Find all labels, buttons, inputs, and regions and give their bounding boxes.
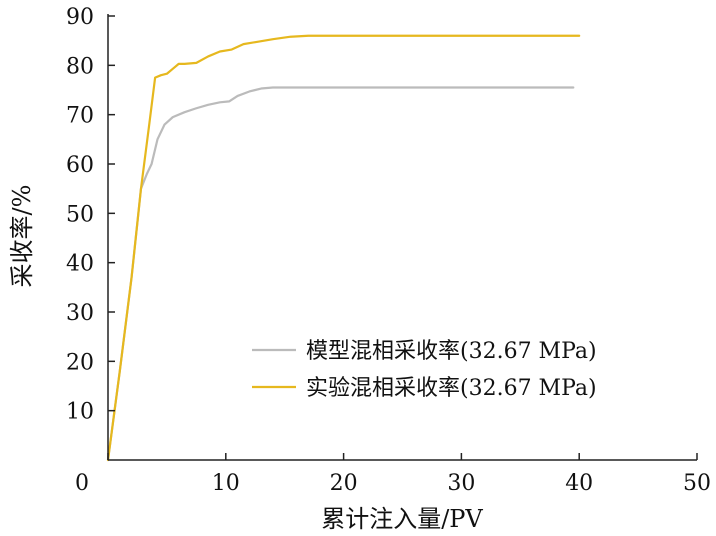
series-line-1 <box>106 86 575 462</box>
y-tick-label: 50 <box>66 202 94 227</box>
ticks-layer: 0 10 20 30 40 50 10 20 30 40 50 60 70 80 90 <box>66 5 711 496</box>
x-tick-label: 20 <box>330 471 358 496</box>
x-tick-label: 40 <box>565 471 593 496</box>
legend-label-2: 实验混相采收率(32.67 MPa) <box>306 376 597 401</box>
y-tick-label: 60 <box>66 153 94 178</box>
y-tick-label: 80 <box>66 54 94 79</box>
x-axis-title: 累计注入量/PV <box>321 505 483 533</box>
legend-label-1: 模型混相采收率(32.67 MPa) <box>306 339 597 364</box>
y-tick-label: 70 <box>66 104 94 129</box>
x-tick-label: 10 <box>212 471 240 496</box>
legend: 模型混相采收率(32.67 MPa) 实验混相采收率(32.67 MPa) <box>252 339 597 401</box>
x-tick-label: 30 <box>447 471 475 496</box>
series-layer <box>106 34 581 462</box>
series-line-2 <box>106 34 581 462</box>
y-tick-label: 30 <box>66 301 94 326</box>
x-tick-label: 50 <box>683 471 711 496</box>
y-tick-label: 90 <box>66 5 94 30</box>
y-tick-label: 20 <box>66 350 94 375</box>
y-tick-label: 10 <box>66 400 94 425</box>
x-tick-label: 0 <box>75 471 89 496</box>
y-axis-title: 采收率/% <box>8 185 36 288</box>
y-tick-label: 40 <box>66 252 94 277</box>
axes-layer <box>107 14 697 461</box>
